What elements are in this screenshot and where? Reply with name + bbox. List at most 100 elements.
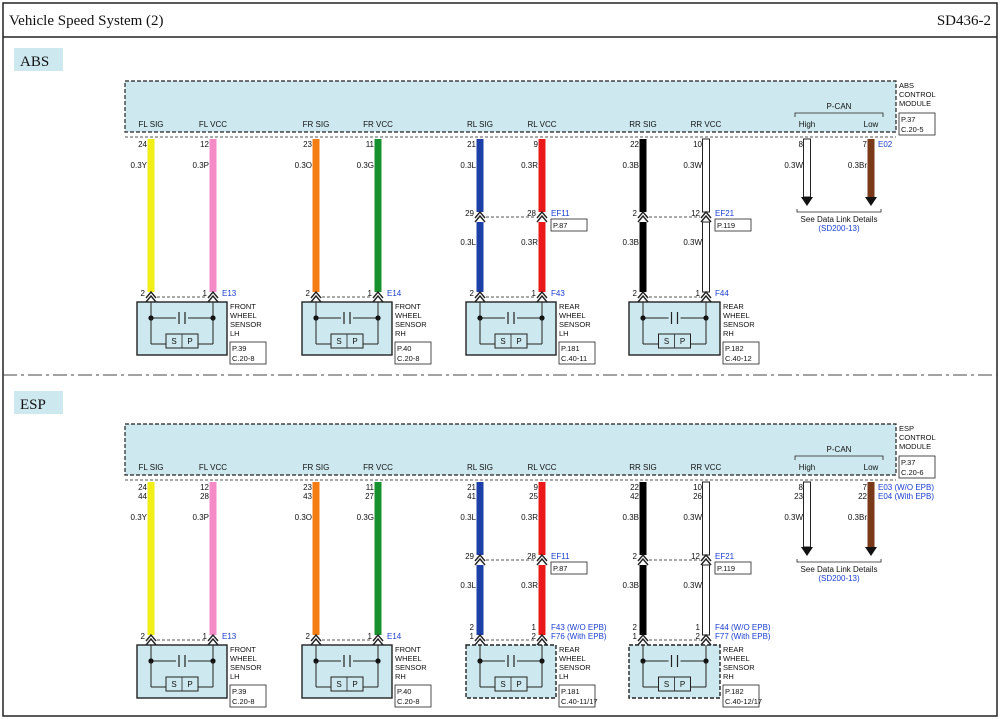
module-ref-text: C.20-5 [901,125,924,134]
wire-pcan-high [803,481,811,548]
sensor-name-line: WHEEL [230,654,257,663]
inline-connector-chevron-lower [474,557,486,566]
sensor-connector-chevron-lower [637,637,649,646]
sensor-connector-chevron [310,633,322,642]
wire-sig-lower [476,565,484,635]
sensor-s-label: S [336,337,341,346]
sensor-pin-number: 1 [368,632,373,641]
wire-label: 0.3W [683,161,702,170]
module-pin-number: 23 [303,483,312,492]
capacitor-gap [176,313,188,323]
inline-connector-chevron [474,553,486,562]
pin-label-vcc: FR VCC [363,120,393,129]
module-pin-number: 24 [138,483,147,492]
wire-label: 0.3B [623,581,639,590]
module-pin-number: 12 [200,140,209,149]
sensor-ref-text: P.40 [397,344,411,353]
pin-label-sig: FL SIG [138,463,163,472]
sensor-name-line: LH [230,672,240,681]
sensor-connector-chevron [536,290,548,299]
sensor-pin-number: 1 [696,289,701,298]
sensor-p-label: P [516,337,521,346]
wire-vcc-lower [702,564,710,636]
capacitor-gap [505,656,517,666]
module-pin-number: 11 [366,140,375,149]
sensor-s-label: S [336,680,341,689]
wire-label: 0.3B [623,161,639,170]
sensor-ref-text: P.182 [725,344,744,353]
inline-connector-chevron-lower [536,214,548,223]
sensor-name-line: FRONT [230,302,256,311]
sensor-connector-chevron-lower [372,637,384,646]
inline-connector-chevron [637,210,649,219]
pcan-connector-id: E03 (W/O EPB) [878,483,934,492]
capacitor-gap [341,656,353,666]
sensor-connector-chevron [145,633,157,642]
wire-sig-upper [476,482,484,555]
sensor-connector-id: F76 (With EPB) [551,632,607,641]
wire-pcan-high [803,138,811,198]
module-pin-number: 24 [138,140,147,149]
sensor-connector-id: E13 [222,632,237,641]
module-pin-number: 11 [366,483,375,492]
sensor-connector-id: E13 [222,289,237,298]
module-name-line: MODULE [899,99,931,108]
inline-connector-ref [714,561,752,575]
wire-vcc [209,482,217,635]
wire-vcc-upper [702,138,710,213]
sensor-name-line: WHEEL [559,311,586,320]
sensor-connector-chevron [700,290,712,299]
inline-connector-id: EF11 [551,209,570,218]
pin-label-vcc: RR VCC [691,463,722,472]
wire-label: 0.3W [683,581,702,590]
sensor-pin-number: 1 [470,632,475,641]
sensor-pin-number: 1 [532,289,537,298]
pin-label-sig: RR SIG [629,120,657,129]
sensor-connector-id: F77 (With EPB) [715,632,771,641]
sensor-name-line: RH [395,329,406,338]
diagram-title: Vehicle Speed System (2) [9,13,164,29]
sensor-connector-chevron [700,633,712,642]
pin-label-sig: FL SIG [138,120,163,129]
sensor-ref-text: P.181 [561,687,580,696]
module-name-line: ABS [899,81,914,90]
sensor-connector-chevron-lower [145,294,157,303]
section-label-box [14,48,63,71]
wire-sig-lower [476,222,484,292]
sensor-name-line: SENSOR [395,320,427,329]
module-pin-number: 23 [303,140,312,149]
sensor-name-line: REAR [723,645,744,654]
sensor-ref-text: C.20-8 [232,697,255,706]
sensor-ref-text: C.20-8 [232,354,255,363]
sensor-name-line: SENSOR [559,663,591,672]
module-pin-number: 21 [467,140,476,149]
pcan-title: P-CAN [827,102,852,111]
wire-sig-upper [639,482,647,555]
wire-label: 0.3R [521,161,538,170]
sensor-name-line: FRONT [395,302,421,311]
sensor-p-label: P [352,337,357,346]
sensor-ref-text: C.20-8 [397,354,420,363]
sensor-connector-chevron [474,633,486,642]
module-pin-number: 26 [693,492,702,501]
inline-connector-ref-text: P.87 [553,564,567,573]
wire-sig-lower [639,222,647,292]
pcan-low-pin: 7 [863,483,868,492]
sensor-name-line: FRONT [395,645,421,654]
module-name-line: MODULE [899,442,931,451]
module-ref-text: P.37 [901,458,915,467]
inline-connector-ref-text: P.119 [717,221,735,230]
pin-label-vcc: FR VCC [363,463,393,472]
sensor-ref [229,341,267,365]
module-pin-number: 9 [534,483,539,492]
sensor-pin-number: 1 [203,632,208,641]
sensor-pin-number: 1 [368,289,373,298]
sensor-ref-text: P.181 [561,344,580,353]
sensor-name-line: SENSOR [723,320,755,329]
pcan-high-label: High [799,120,815,129]
pcan-high-pin: 23 [794,492,803,501]
section-label-box [14,391,63,414]
module-pin-number: 10 [693,483,702,492]
module-ref-text: P.37 [901,115,915,124]
sensor-name-line: RH [723,329,734,338]
